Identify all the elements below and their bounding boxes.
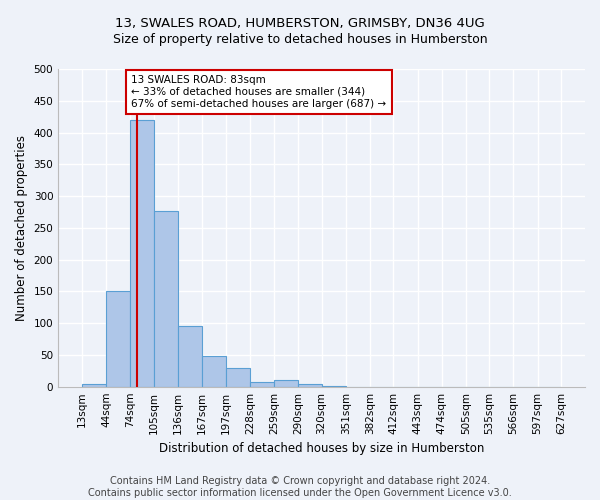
Bar [202, 356, 226, 386]
Bar [178, 326, 202, 386]
X-axis label: Distribution of detached houses by size in Humberston: Distribution of detached houses by size … [159, 442, 484, 455]
Bar [250, 382, 274, 386]
Bar [82, 384, 106, 386]
Text: 13 SWALES ROAD: 83sqm
← 33% of detached houses are smaller (344)
67% of semi-det: 13 SWALES ROAD: 83sqm ← 33% of detached … [131, 76, 386, 108]
Text: Contains HM Land Registry data © Crown copyright and database right 2024.
Contai: Contains HM Land Registry data © Crown c… [88, 476, 512, 498]
Text: Size of property relative to detached houses in Humberston: Size of property relative to detached ho… [113, 32, 487, 46]
Bar [154, 210, 178, 386]
Y-axis label: Number of detached properties: Number of detached properties [15, 135, 28, 321]
Bar [274, 380, 298, 386]
Text: 13, SWALES ROAD, HUMBERSTON, GRIMSBY, DN36 4UG: 13, SWALES ROAD, HUMBERSTON, GRIMSBY, DN… [115, 18, 485, 30]
Bar [130, 120, 154, 386]
Bar [226, 368, 250, 386]
Bar [106, 292, 130, 386]
Bar [298, 384, 322, 386]
